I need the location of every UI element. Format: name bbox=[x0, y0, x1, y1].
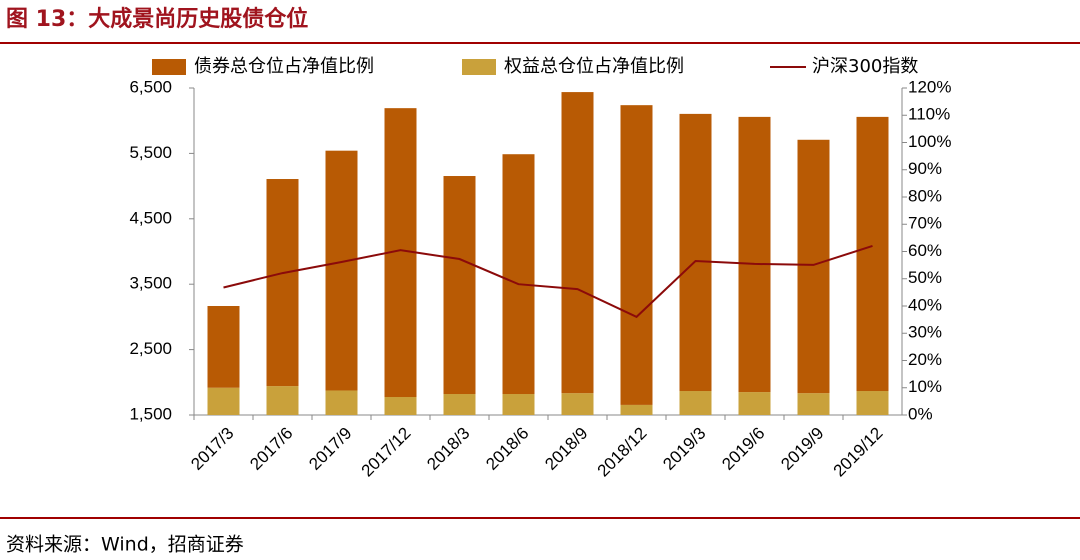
bar bbox=[325, 390, 358, 415]
x-tick-label: 2017/6 bbox=[246, 424, 296, 474]
line bbox=[223, 244, 873, 319]
bar bbox=[797, 139, 830, 394]
legend-swatch bbox=[152, 59, 186, 75]
x-tick-label: 2019/12 bbox=[830, 424, 887, 481]
bar bbox=[207, 306, 240, 388]
y2-tick-label: 80% bbox=[908, 186, 942, 205]
y2-tick-label: 90% bbox=[908, 159, 942, 178]
y-tick-label: 2,500 bbox=[129, 339, 172, 358]
bar bbox=[325, 150, 358, 391]
bar bbox=[207, 387, 240, 415]
legend-label: 沪深300指数 bbox=[812, 56, 918, 77]
y2-tick-label: 110% bbox=[908, 105, 950, 124]
x-tick-label: 2019/9 bbox=[777, 424, 827, 474]
y2-tick-label: 10% bbox=[908, 377, 942, 396]
x-tick-label: 2019/3 bbox=[659, 424, 709, 474]
y-tick-label: 6,500 bbox=[129, 77, 172, 96]
x-tick-label: 2018/3 bbox=[423, 424, 473, 474]
y2-tick-label: 20% bbox=[908, 350, 942, 369]
bar bbox=[561, 92, 594, 394]
y2-tick-label: 70% bbox=[908, 214, 942, 233]
x-tick-label: 2018/6 bbox=[482, 424, 532, 474]
source: 资料来源：Wind，招商证券 bbox=[6, 534, 244, 556]
bar bbox=[856, 391, 889, 415]
y2-tick-label: 30% bbox=[908, 323, 942, 342]
bar bbox=[384, 397, 417, 415]
chart-title: 图 13：大成景尚历史股债仓位 bbox=[6, 6, 308, 32]
bar bbox=[797, 393, 830, 415]
bar bbox=[266, 179, 299, 387]
y-tick-label: 3,500 bbox=[129, 274, 172, 293]
bar bbox=[679, 113, 712, 392]
x-tick-label: 2018/12 bbox=[594, 424, 651, 481]
x-tick-label: 2017/12 bbox=[358, 424, 415, 481]
y2-tick-label: 100% bbox=[908, 132, 951, 151]
x-tick-label: 2017/9 bbox=[305, 424, 355, 474]
legend-label: 债券总仓位占净值比例 bbox=[194, 56, 374, 77]
bar bbox=[738, 116, 771, 393]
y2-tick-label: 0% bbox=[908, 404, 933, 423]
bar bbox=[443, 394, 476, 415]
bar bbox=[620, 105, 653, 405]
bar bbox=[620, 404, 653, 415]
bar bbox=[266, 386, 299, 415]
bar bbox=[856, 116, 889, 392]
bar bbox=[679, 391, 712, 415]
y-tick-label: 5,500 bbox=[129, 143, 172, 162]
bar bbox=[502, 154, 535, 395]
bar bbox=[502, 394, 535, 415]
y2-tick-label: 40% bbox=[908, 295, 942, 314]
bar bbox=[561, 393, 594, 415]
y2-tick-label: 60% bbox=[908, 241, 942, 260]
legend-swatch bbox=[462, 59, 496, 75]
y-tick-label: 1,500 bbox=[129, 404, 172, 423]
y-tick-label: 4,500 bbox=[129, 208, 172, 227]
y2-tick-label: 120% bbox=[908, 77, 951, 96]
y2-tick-label: 50% bbox=[908, 268, 942, 287]
x-tick-label: 2018/9 bbox=[541, 424, 591, 474]
x-tick-label: 2019/6 bbox=[718, 424, 768, 474]
bar bbox=[738, 392, 771, 415]
bar bbox=[443, 176, 476, 395]
legend-label: 权益总仓位占净值比例 bbox=[504, 56, 684, 77]
x-tick-label: 2017/3 bbox=[187, 424, 237, 474]
